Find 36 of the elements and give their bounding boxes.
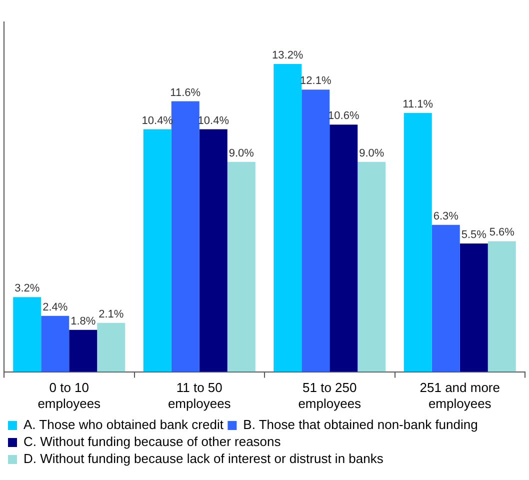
legend-label: B. Those that obtained non-bank funding <box>243 417 478 432</box>
bar <box>41 316 70 372</box>
legend-label: D. Without funding because lack of interest or distrust in banks <box>24 451 384 466</box>
legend-label: C. Without funding because of other reasons <box>24 434 282 450</box>
x-tick-label: 251 and more employees <box>420 380 500 411</box>
data-label: 2.1% <box>98 308 124 320</box>
data-label: 11.1% <box>402 98 434 110</box>
data-label: 9.0% <box>359 147 384 160</box>
data-label: 5.5% <box>461 229 487 242</box>
bar <box>488 241 516 372</box>
data-label: 9.0% <box>228 147 254 160</box>
bar <box>97 322 126 372</box>
data-label: 5.6% <box>489 226 515 239</box>
data-label: 6.3% <box>433 210 459 222</box>
bar <box>143 129 172 372</box>
bar <box>171 101 200 372</box>
data-label: 3.2% <box>14 282 40 295</box>
bar <box>432 224 460 372</box>
bar <box>13 297 42 372</box>
x-tick-label: 51 to 250 employees <box>298 380 362 411</box>
bar <box>404 112 432 372</box>
bar <box>330 124 358 372</box>
x-tick-label: 0 to 10 employees <box>38 380 102 411</box>
bar <box>227 162 256 372</box>
bar <box>358 162 386 372</box>
data-label: 11.6% <box>170 86 201 99</box>
data-label: 2.4% <box>42 301 68 314</box>
bar <box>199 129 228 372</box>
legend-label: A. Those who obtained bank credit <box>24 417 224 432</box>
bar <box>69 330 98 372</box>
data-label: 13.2% <box>272 50 304 62</box>
bar <box>460 244 488 372</box>
bar <box>302 90 330 372</box>
x-tick-label: 11 to 50 employees <box>168 380 232 411</box>
data-label: 1.8% <box>70 315 96 328</box>
bar <box>274 64 302 372</box>
